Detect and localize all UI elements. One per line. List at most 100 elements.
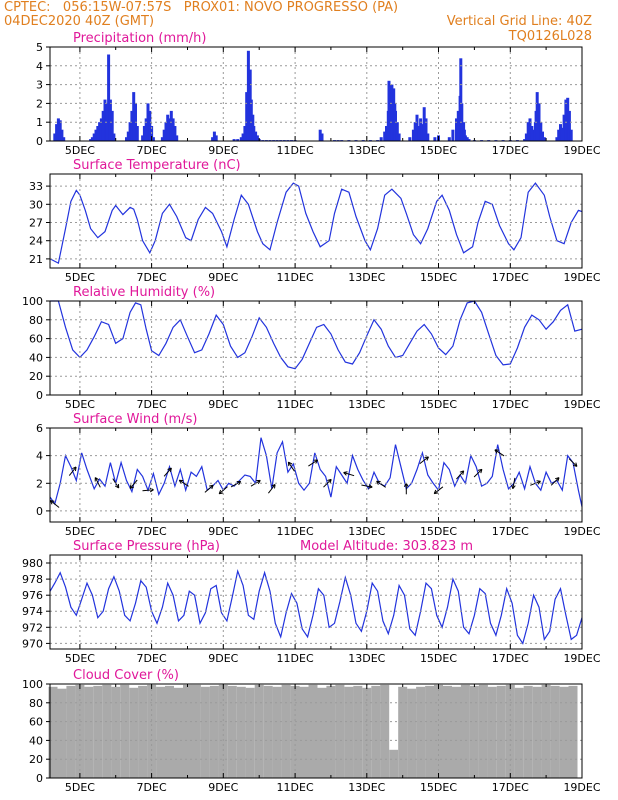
precipitation-bar [530, 126, 534, 141]
wind-xtick-label: 7DEC [137, 525, 167, 538]
cloud-bar [496, 685, 506, 778]
wind-arrow-head [209, 484, 214, 487]
cloud-bar [290, 685, 300, 778]
wind-arrow-head [368, 484, 373, 488]
wind-arrow-head [405, 483, 409, 488]
precipitation-bar [532, 129, 536, 141]
precipitation-bar [528, 118, 532, 141]
precipitation-bar [112, 133, 116, 141]
precipitation-bar [96, 126, 100, 141]
cloud-bar [272, 686, 282, 778]
humidity-xtick-label: 11DEC [277, 398, 314, 411]
wind-arrow-shaft [50, 500, 60, 508]
precipitation-bar [383, 131, 387, 141]
wind-arrow-head [511, 484, 514, 489]
header-station-line: CPTEC: 056:15W-07:57S PROX01: NOVO PROGR… [4, 0, 399, 15]
precipitation-bar [467, 139, 471, 141]
cloud-bar [541, 684, 551, 778]
precipitation-bar [417, 126, 421, 141]
precipitation-bar [255, 135, 259, 141]
precipitation-bar [555, 137, 559, 141]
cloud-bar [416, 686, 426, 778]
cloud-bar [191, 684, 201, 778]
cloud-xtick-label: 5DEC [65, 781, 95, 794]
wind-arrow-shaft [473, 468, 483, 478]
cloud-bar [389, 749, 399, 778]
humidity-title: Relative Humidity (%) [73, 285, 215, 300]
wind-arrow-head [403, 483, 407, 488]
wind-arrow-head [434, 492, 439, 495]
wind-arrow-head [130, 486, 135, 489]
cloud-bar [236, 686, 246, 778]
wind-arrow [230, 481, 242, 488]
wind-arrow-head [170, 467, 172, 473]
cloud-bar [523, 685, 533, 778]
wind-xtick-label: 15DEC [420, 525, 457, 538]
cloud-bar [75, 684, 85, 778]
temperature-xtick-label: 7DEC [137, 271, 167, 284]
precipitation-xtick-label: 7DEC [137, 144, 167, 157]
precipitation-xtick-label: 15DEC [420, 144, 457, 157]
precipitation-bar [462, 129, 466, 141]
wind-arrow-shaft [361, 484, 373, 488]
wind-arrow-head [327, 478, 332, 481]
wind-xtick-label: 17DEC [492, 525, 529, 538]
cloud-bar [487, 686, 497, 778]
precipitation-bar [107, 54, 111, 141]
wind-arrow-head [50, 500, 55, 502]
temperature-title: Surface Temperature (nC) [73, 158, 241, 173]
wind-arrow-shaft [323, 479, 332, 488]
wind-arrow [50, 500, 60, 508]
precipitation-bar [413, 122, 417, 141]
pressure-panel: Surface Pressure (hPa) Model Altitude: 30… [22, 539, 601, 665]
wind-arrow [550, 477, 560, 486]
humidity-xtick-label: 5DEC [65, 398, 95, 411]
precipitation-bar [451, 129, 455, 141]
temperature-xtick-label: 11DEC [277, 271, 314, 284]
wind-arrow-head [572, 464, 578, 467]
precipitation-bar [526, 122, 530, 141]
precipitation-bar [168, 118, 171, 141]
precipitation-bar [245, 92, 249, 141]
cloud-bar [84, 686, 94, 778]
cloud-xtick-label: 13DEC [348, 781, 385, 794]
wind-arrow-shaft [419, 456, 429, 464]
precipitation-bar [53, 133, 57, 141]
cloud-bar [425, 685, 435, 778]
humidity-xtick-label: 7DEC [137, 398, 167, 411]
cloud-ytick-label: 80 [29, 697, 43, 710]
precipitation-bar [108, 99, 112, 141]
precipitation-bar [239, 137, 243, 141]
header-vertical-grid-note: Vertical Grid Line: 40Z [446, 14, 592, 29]
precipitation-bar [211, 137, 215, 141]
precipitation-bar [169, 110, 173, 141]
wind-title: Surface Wind (m/s) [73, 412, 197, 427]
precipitation-bar [541, 131, 544, 141]
wind-arrow-shaft [433, 486, 444, 494]
precipitation-bar [447, 137, 451, 141]
precipitation-bar [562, 114, 566, 141]
precipitation-bar [132, 92, 136, 141]
precipitation-frame [49, 46, 583, 142]
wind-arrow [323, 478, 332, 488]
cloud-bar [353, 685, 363, 778]
wind-line [49, 437, 583, 507]
wind-ytick-label: 0 [36, 505, 43, 518]
header-run-id: TQ0126L028 [508, 29, 592, 44]
cloud-bar [57, 688, 67, 778]
cloud-bar [559, 686, 569, 778]
temperature-panel: Surface Temperature (nC) 21 24 27 30 33 5DEC 7D… [29, 158, 601, 284]
precipitation-bar [388, 92, 392, 141]
wind-arrow-head [424, 456, 429, 458]
wind-arrow-head [368, 486, 373, 489]
humidity-ytick-label: 0 [36, 389, 43, 402]
pressure-xtick-label: 9DEC [208, 652, 238, 665]
wind-arrow [268, 484, 276, 494]
cloud-bar [102, 684, 112, 778]
precipitation-bar [144, 118, 148, 141]
precipitation-bar [232, 139, 236, 141]
temperature-ytick-label: 24 [29, 235, 43, 248]
precipitation-bar [135, 126, 139, 141]
temperature-ytick-label: 30 [29, 198, 43, 211]
wind-arrow-head [537, 480, 541, 485]
